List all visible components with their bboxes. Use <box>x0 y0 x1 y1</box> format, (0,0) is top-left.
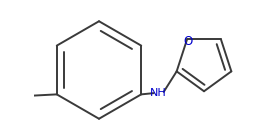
Text: NH: NH <box>150 88 167 98</box>
Text: O: O <box>184 35 193 48</box>
